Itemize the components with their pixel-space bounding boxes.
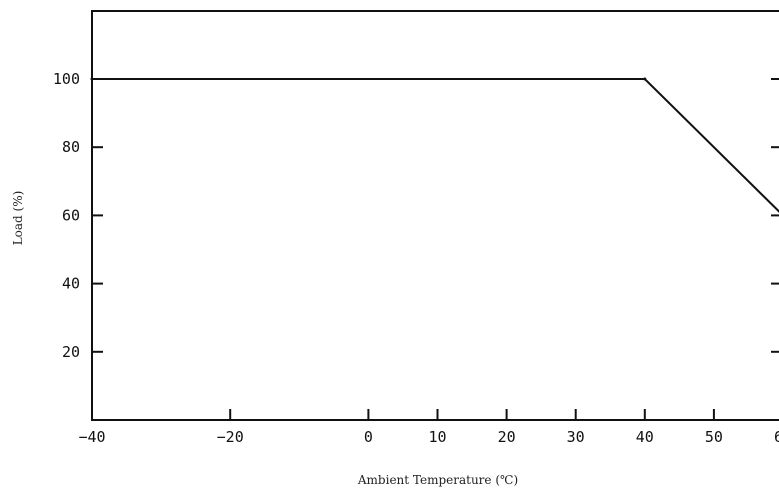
x-tick-label: 50 xyxy=(705,428,723,446)
data-point xyxy=(90,77,94,81)
series-line xyxy=(92,78,779,213)
x-tick-label: 60 xyxy=(774,428,779,446)
y-axis-ticks: 20 40 60 80 100 xyxy=(53,70,779,361)
plot-frame xyxy=(91,10,779,421)
x-tick-label: −40 xyxy=(78,428,105,446)
x-tick-label: 40 xyxy=(636,428,654,446)
data-point xyxy=(643,77,647,81)
y-tick-label: 40 xyxy=(62,275,80,293)
x-tick-label: −20 xyxy=(217,428,244,446)
y-axis-title: Load (%) xyxy=(11,191,25,246)
y-tick-label: 60 xyxy=(62,206,80,224)
x-axis-ticks: −40−20010203040506070 xyxy=(78,409,779,446)
x-axis-title: Ambient Temperature (℃) xyxy=(357,473,518,487)
series-group xyxy=(90,77,779,213)
y-tick-label: 100 xyxy=(53,70,80,88)
x-tick-label: 10 xyxy=(428,428,446,446)
x-tick-label: 0 xyxy=(364,428,373,446)
x-tick-label: 20 xyxy=(498,428,516,446)
y-tick-label: 80 xyxy=(62,138,80,156)
y-tick-label: 20 xyxy=(62,343,80,361)
x-tick-label: 30 xyxy=(567,428,585,446)
